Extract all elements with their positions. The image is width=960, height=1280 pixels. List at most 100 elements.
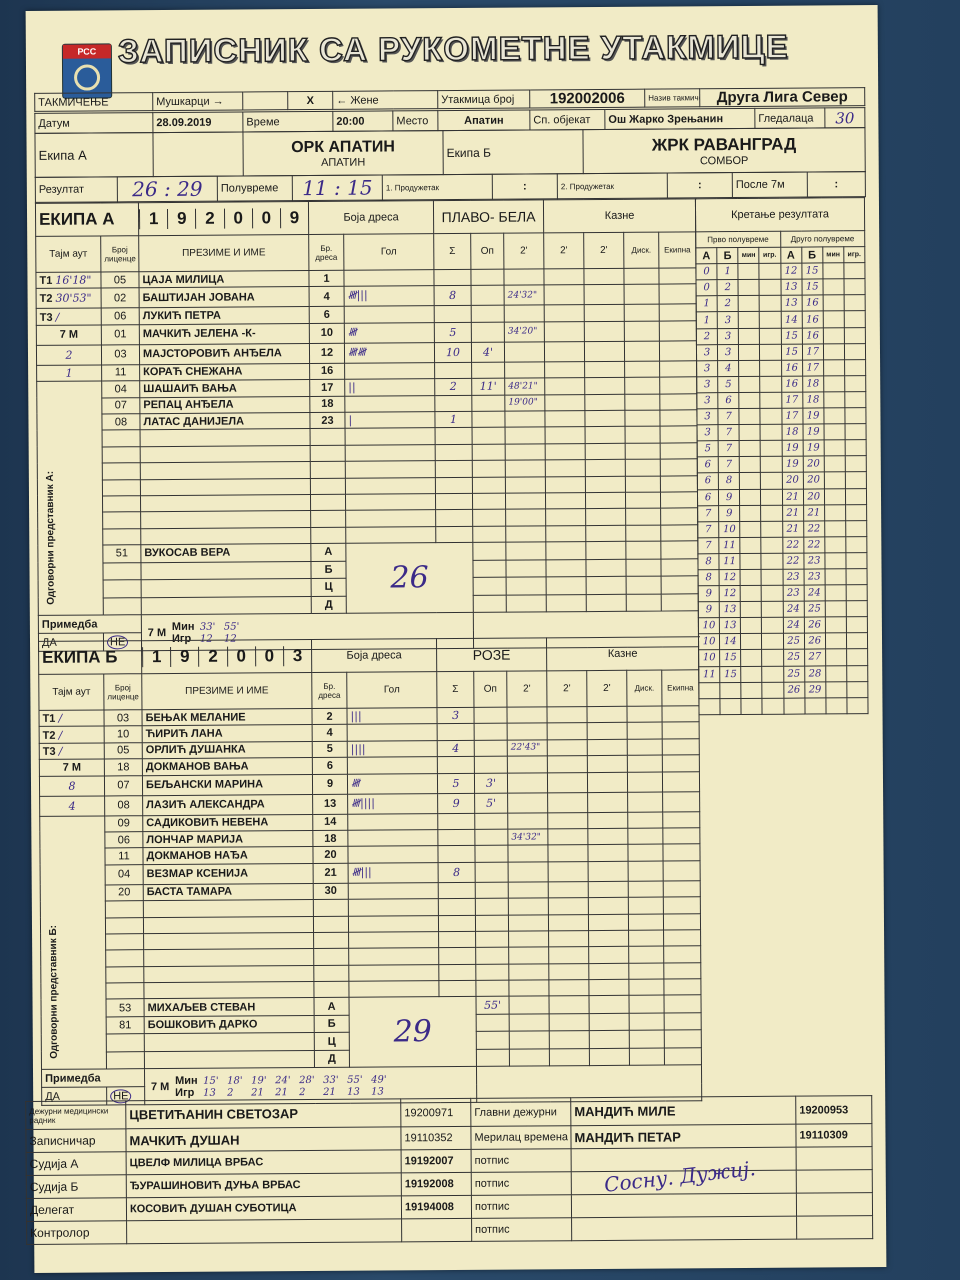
representative-label: Одговорни представник Б: [47, 925, 60, 1060]
player-name: БЕЊАК МЕЛАНИЕ [141, 708, 313, 727]
ball-icon [73, 64, 101, 91]
official-name [141, 578, 312, 598]
team-a-name: ОРК АПАТИН [291, 137, 395, 156]
goal-sum: 8 [438, 862, 476, 883]
seven-m-count: 2 [36, 344, 102, 366]
goal-tally [344, 395, 435, 413]
column-header-goal: Гол [346, 671, 437, 709]
seven-m-count: 4 [39, 795, 105, 816]
timeout-time: / [58, 744, 63, 758]
team-code-digit: 2 [198, 646, 227, 667]
score-progress-row: 6 9 21 20 [697, 488, 867, 506]
column-header-team: Екипна [658, 231, 696, 269]
halftime-result: 11 : 15 [292, 175, 383, 201]
score-progress-row: 10 14 25 26 [698, 632, 868, 651]
team-code-digit: 1 [138, 209, 168, 230]
column-header-goal: Гол [343, 233, 434, 271]
team-code-digit: 1 [142, 646, 171, 668]
score-progress-row: 9 12 23 24 [698, 584, 868, 602]
score-progress-row: 26 29 [698, 681, 868, 699]
score-progress-row: 7 10 21 22 [697, 520, 867, 538]
player-name: ДОКМАНОВ ВАЊА [142, 757, 313, 776]
column-header-timeout: Тајм аут [38, 673, 104, 711]
goal-tally: |||| [347, 740, 438, 758]
score-progress-row: 1 2 13 16 [696, 295, 866, 313]
goal-tally [347, 845, 439, 863]
seven-m-count: 1 [36, 364, 102, 382]
goal-sum [437, 845, 476, 863]
score-progress-row [698, 697, 869, 715]
score-progress-row: 6 8 20 20 [697, 472, 867, 490]
column-header-jersey: Бр. дреса [308, 234, 344, 271]
goal-tally [343, 269, 435, 287]
player-name: ЛАТАС ДАНИЈЕЛА [139, 412, 311, 431]
column-header-license: Број лиценце [100, 235, 139, 272]
goal-sum [433, 269, 472, 287]
goal-sum: 5 [437, 772, 475, 794]
team-code-digit: 9 [170, 646, 199, 667]
column-header-name: ПРЕЗИМЕ И ИМЕ [141, 672, 312, 710]
timeout-time: / [58, 728, 63, 742]
goal-sum: 3 [436, 707, 475, 725]
score-progress-row: 8 11 22 23 [697, 552, 868, 570]
staff-name: КОСОВИЋ ДУШАН СУБОТИЦА [126, 1195, 402, 1221]
score-progress-table: Кретање резултата Прво полувреме Друго пол… [695, 197, 869, 715]
goal-sum [437, 829, 475, 846]
team-total-goals: 26 [345, 542, 474, 614]
score-progress-row: 3 4 16 17 [696, 359, 866, 377]
score-progress-row: 6 7 19 20 [697, 455, 867, 474]
column-header-p3: 2' [583, 232, 624, 269]
player-name: БЕЉАНСКИ МАРИНА [142, 774, 313, 796]
score-progress-row: 3 7 17 19 [696, 407, 867, 425]
player-name: ДОКМАНОВ НАЂА [142, 846, 314, 865]
goal-sum: 1 [434, 411, 473, 428]
team-code-digit: 0 [254, 646, 284, 667]
goal-sum [437, 812, 475, 830]
official-name [144, 1050, 315, 1070]
team-code-digit: 0 [226, 646, 255, 667]
team-code-digit: 3 [282, 646, 312, 667]
column-header-p1: 2' [506, 670, 547, 708]
final-result: 26 : 29 [117, 176, 218, 202]
goal-tally: ||| [346, 707, 438, 725]
column-header-warning: Оп [470, 233, 504, 270]
team_b-table: ЕКИПА Б 1 9 2 0 0 3 Боја дреса РОЗЕ Казне Тајм аут… [38, 636, 702, 1106]
score-progress-row: 1 3 14 16 [696, 311, 866, 329]
column-header-p2: 2' [543, 232, 584, 269]
official-name: БОШКОВИЋ ДАРКО [144, 1015, 315, 1035]
goal-tally: 𝍸||| [344, 286, 435, 307]
player-name: БАСТА ТАМАРА [143, 883, 314, 901]
goal-tally: 𝍸 [344, 322, 435, 344]
timeout-time: / [58, 711, 63, 725]
official-name [144, 1032, 315, 1052]
score-progress-row: 9 13 24 25 [698, 600, 868, 619]
team_a-table: ЕКИПА А 1 9 2 0 0 9 Боја дреса ПЛАВО- БЕЛА Казне Т… [35, 198, 699, 652]
team-code-digit: 0 [223, 208, 252, 229]
official-name: ВУКОСАВ ВЕРА [140, 543, 311, 563]
team-total-goals: 29 [349, 996, 477, 1068]
match-record-sheet: РСС ЗАПИСНИК СА РУКОМЕТНЕ УТАКМИЦЕ ТАКМИ… [25, 5, 887, 1273]
goal-sum: 2 [434, 378, 472, 396]
score-progress-row: 3 6 17 18 [696, 391, 866, 409]
goal-tally: || [344, 378, 435, 396]
goal-tally: 𝍸𝍸 [344, 342, 435, 364]
official-name: МИХАЉЕВ СТЕВАН [144, 997, 315, 1017]
score-progress-row: 0 2 13 15 [696, 278, 866, 297]
player-name: ЦАЈА МИЛИЦА [138, 270, 310, 289]
column-header-disq: Диск. [623, 232, 659, 269]
page-title: ЗАПИСНИК СА РУКОМЕТНЕ УТАКМИЦЕ [117, 27, 789, 70]
timeout-time: 30'53" [55, 291, 92, 306]
goal-tally: | [344, 411, 436, 429]
player-name: ЋИРИЋ ЛАНА [142, 724, 313, 743]
player-name: БАШТИЈАН ЈОВАНА [139, 286, 310, 309]
score-progress-row: 2 3 15 16 [696, 327, 866, 345]
score-progress-row: 10 13 24 26 [698, 616, 868, 635]
goal-sum [434, 305, 472, 323]
goal-tally [347, 813, 438, 831]
score-progress-row: 7 9 21 21 [697, 504, 867, 522]
score-progress-row: 7 11 22 22 [697, 536, 867, 554]
score-progress-row: 10 15 25 27 [698, 649, 868, 667]
goal-tally: 𝍸|||| [347, 793, 438, 814]
player-name: КОРАЋ СНЕЖАНА [139, 363, 310, 381]
team-label: ЕКИПА Б [38, 640, 142, 675]
